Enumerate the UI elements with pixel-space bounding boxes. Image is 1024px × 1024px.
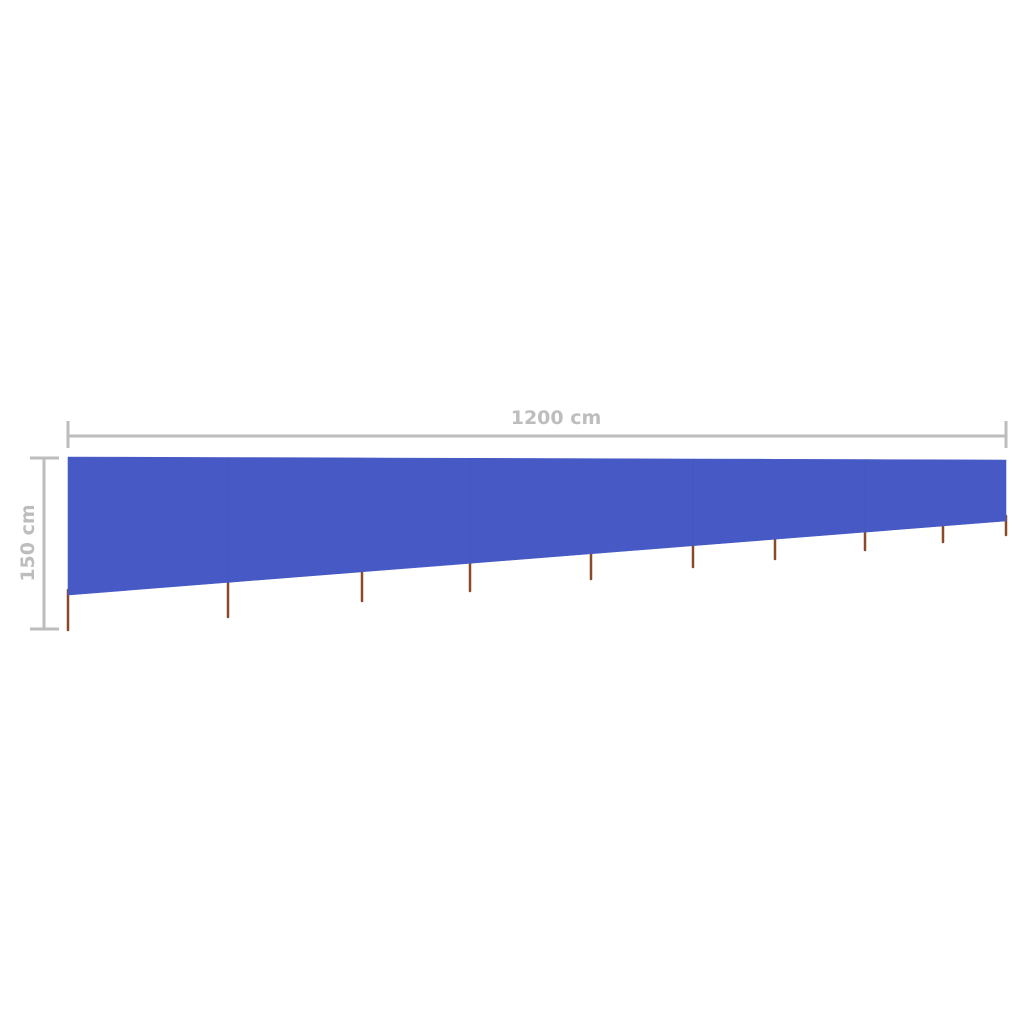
fabric-panel <box>469 457 592 564</box>
fabric-panels <box>67 456 1007 596</box>
fabric-panel <box>590 458 694 555</box>
height-dimension: 150 cm <box>17 456 59 631</box>
fabric-panel <box>942 459 1007 527</box>
fabric-panel <box>692 458 776 547</box>
height-label: 150 cm <box>17 504 39 581</box>
fabric-panel <box>67 456 229 596</box>
width-dimension: 1200 cm <box>66 407 1008 448</box>
fabric-panel <box>227 457 363 583</box>
fabric-panel <box>774 458 866 540</box>
width-label: 1200 cm <box>511 407 602 429</box>
fabric-panel <box>864 459 944 533</box>
fabric-panel <box>361 457 471 573</box>
